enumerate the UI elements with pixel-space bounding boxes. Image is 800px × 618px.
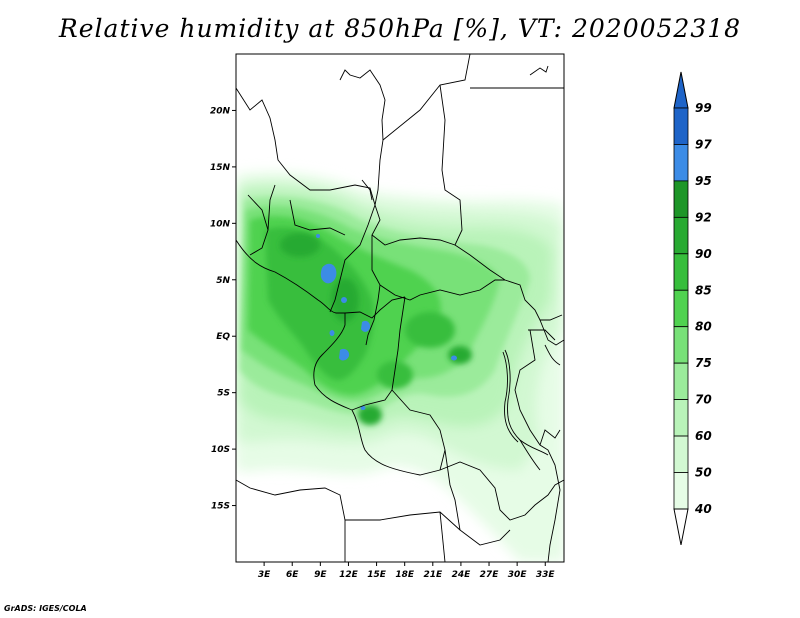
colorbar-segment xyxy=(673,326,689,364)
longitude-axis: 3E 6E 9E 12E 15E 18E 21E 24E 27E 30E 33E xyxy=(258,562,556,580)
colorbar-segment xyxy=(673,144,689,182)
country-borders xyxy=(236,54,564,562)
colorbar-label: 80 xyxy=(695,320,712,334)
colorbar-segment xyxy=(673,399,689,437)
colorbar-segment xyxy=(673,180,689,218)
colorbar-label: 97 xyxy=(695,137,712,151)
colorbar-segment xyxy=(673,362,689,400)
lat-tick-label: 10S xyxy=(211,445,230,455)
colorbar-top-arrow xyxy=(673,71,689,109)
lat-tick-label: 15N xyxy=(210,163,231,173)
lat-tick-label: 5S xyxy=(217,389,230,399)
lon-tick-label: 33E xyxy=(536,570,556,580)
colorbar-bottom-arrow xyxy=(673,508,689,546)
lat-tick-label: 10N xyxy=(210,219,231,229)
lon-tick-label: 9E xyxy=(314,570,327,580)
colorbar-segment xyxy=(673,289,689,328)
colorbar: 99 97 95 92 90 85 80 75 70 60 50 40 xyxy=(673,71,712,546)
lon-tick-label: 21E xyxy=(423,570,443,580)
colorbar-label: 60 xyxy=(695,429,712,443)
colorbar-label: 50 xyxy=(695,466,712,480)
lat-tick-label: EQ xyxy=(216,332,230,342)
lon-tick-label: 24E xyxy=(452,570,472,580)
lon-tick-label: 3E xyxy=(258,570,271,580)
map-title: Relative humidity at 850hPa [%], VT: 202… xyxy=(58,14,742,43)
lat-tick-label: 20N xyxy=(210,106,231,116)
colorbar-segment xyxy=(673,216,689,255)
lon-tick-label: 27E xyxy=(480,570,500,580)
colorbar-label: 92 xyxy=(695,210,712,224)
colorbar-label: 90 xyxy=(695,247,712,261)
lon-tick-label: 30E xyxy=(508,570,528,580)
grads-credit: GrADS: IGES/COLA xyxy=(4,604,87,613)
lat-tick-label: 5N xyxy=(216,276,230,286)
colorbar-label: 99 xyxy=(695,101,712,115)
lon-tick-label: 18E xyxy=(395,570,415,580)
lon-tick-label: 6E xyxy=(286,570,299,580)
colorbar-label: 70 xyxy=(695,393,712,407)
colorbar-label: 85 xyxy=(695,283,712,297)
lon-tick-label: 15E xyxy=(367,570,387,580)
colorbar-segment xyxy=(673,472,689,510)
lat-tick-label: 15S xyxy=(211,502,230,512)
colorbar-segment xyxy=(673,435,689,473)
colorbar-label: 40 xyxy=(694,502,712,516)
map-frame xyxy=(235,53,565,563)
colorbar-segment xyxy=(673,253,689,291)
latitude-axis: 20N 15N 10N 5N EQ 5S 10S 15S xyxy=(210,106,236,512)
lon-tick-label: 12E xyxy=(339,570,359,580)
colorbar-segment xyxy=(673,107,689,145)
humidity-field xyxy=(236,54,564,562)
colorbar-label: 95 xyxy=(695,174,712,188)
colorbar-label: 75 xyxy=(695,356,712,370)
